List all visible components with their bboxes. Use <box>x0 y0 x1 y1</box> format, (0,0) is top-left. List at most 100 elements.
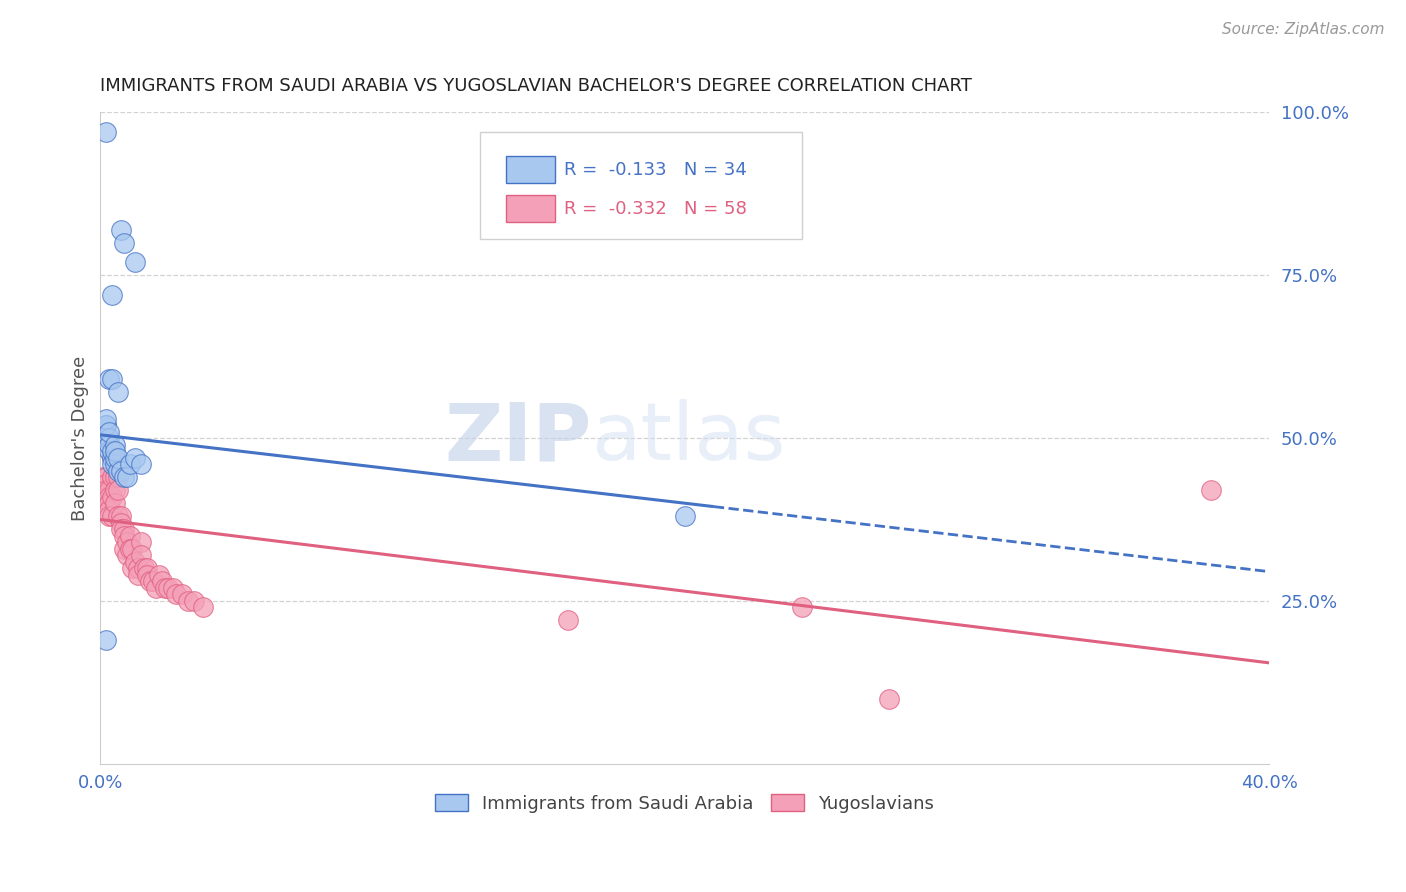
Text: R =  -0.332   N = 58: R = -0.332 N = 58 <box>564 200 747 218</box>
Point <box>110 516 132 530</box>
Point <box>98 444 121 458</box>
Point <box>118 529 141 543</box>
Point <box>112 522 135 536</box>
Point <box>104 450 127 465</box>
Point <box>124 450 146 465</box>
Point <box>107 464 129 478</box>
Point <box>98 483 121 498</box>
Point <box>98 437 121 451</box>
Point <box>110 222 132 236</box>
Point <box>121 561 143 575</box>
Point <box>96 470 118 484</box>
Bar <box>506 156 555 183</box>
Point <box>139 574 162 589</box>
Point <box>110 522 132 536</box>
Point <box>101 372 124 386</box>
Text: ZIP: ZIP <box>444 399 591 477</box>
Point <box>115 535 138 549</box>
Point <box>104 444 127 458</box>
Point <box>107 385 129 400</box>
Point <box>107 483 129 498</box>
Point <box>101 490 124 504</box>
Point <box>98 496 121 510</box>
Point <box>96 411 118 425</box>
Point <box>101 509 124 524</box>
Point <box>96 476 118 491</box>
Point <box>112 541 135 556</box>
Point <box>96 490 118 504</box>
Point <box>112 470 135 484</box>
Point <box>118 457 141 471</box>
Point <box>104 457 127 471</box>
Point <box>96 431 118 445</box>
Point <box>172 587 194 601</box>
Point <box>145 581 167 595</box>
Text: IMMIGRANTS FROM SAUDI ARABIA VS YUGOSLAVIAN BACHELOR'S DEGREE CORRELATION CHART: IMMIGRANTS FROM SAUDI ARABIA VS YUGOSLAV… <box>100 78 972 95</box>
Point <box>104 437 127 451</box>
Point <box>98 372 121 386</box>
Point <box>107 450 129 465</box>
Point <box>96 417 118 432</box>
Point <box>98 509 121 524</box>
Point <box>134 561 156 575</box>
Point <box>112 529 135 543</box>
Legend: Immigrants from Saudi Arabia, Yugoslavians: Immigrants from Saudi Arabia, Yugoslavia… <box>427 788 942 820</box>
Point <box>183 594 205 608</box>
Point <box>112 235 135 250</box>
Point <box>121 541 143 556</box>
Point <box>177 594 200 608</box>
FancyBboxPatch shape <box>481 132 801 239</box>
Point <box>96 483 118 498</box>
Y-axis label: Bachelor's Degree: Bachelor's Degree <box>72 355 89 521</box>
Point <box>107 509 129 524</box>
Point <box>98 431 121 445</box>
Point <box>165 587 187 601</box>
Point <box>142 574 165 589</box>
Point <box>101 444 124 458</box>
Point <box>96 633 118 648</box>
Point <box>557 614 579 628</box>
Point <box>118 541 141 556</box>
Point <box>673 509 696 524</box>
Point <box>101 450 124 465</box>
Point <box>153 581 176 595</box>
Point <box>101 457 124 471</box>
Point <box>136 561 159 575</box>
Text: R =  -0.133   N = 34: R = -0.133 N = 34 <box>564 161 747 178</box>
Point <box>107 470 129 484</box>
Point <box>101 450 124 465</box>
Point <box>110 509 132 524</box>
Point <box>150 574 173 589</box>
Point <box>101 444 124 458</box>
Point <box>101 470 124 484</box>
Point <box>96 125 118 139</box>
Point <box>115 470 138 484</box>
Point <box>129 535 152 549</box>
Point <box>1199 483 1222 498</box>
Point <box>162 581 184 595</box>
Point <box>124 555 146 569</box>
Point <box>96 417 118 432</box>
Point <box>98 425 121 439</box>
Point <box>104 483 127 498</box>
Point <box>98 490 121 504</box>
Point <box>104 470 127 484</box>
Point <box>127 567 149 582</box>
Point <box>124 255 146 269</box>
Point <box>127 561 149 575</box>
Point <box>148 567 170 582</box>
Text: atlas: atlas <box>591 399 786 477</box>
Point <box>91 425 114 439</box>
Point <box>136 567 159 582</box>
Point <box>129 549 152 563</box>
Point <box>156 581 179 595</box>
Point <box>115 549 138 563</box>
Bar <box>506 195 555 222</box>
Point <box>101 287 124 301</box>
Point <box>877 691 900 706</box>
Point <box>104 496 127 510</box>
Point <box>98 502 121 516</box>
Point <box>790 600 813 615</box>
Text: Source: ZipAtlas.com: Source: ZipAtlas.com <box>1222 22 1385 37</box>
Point <box>91 470 114 484</box>
